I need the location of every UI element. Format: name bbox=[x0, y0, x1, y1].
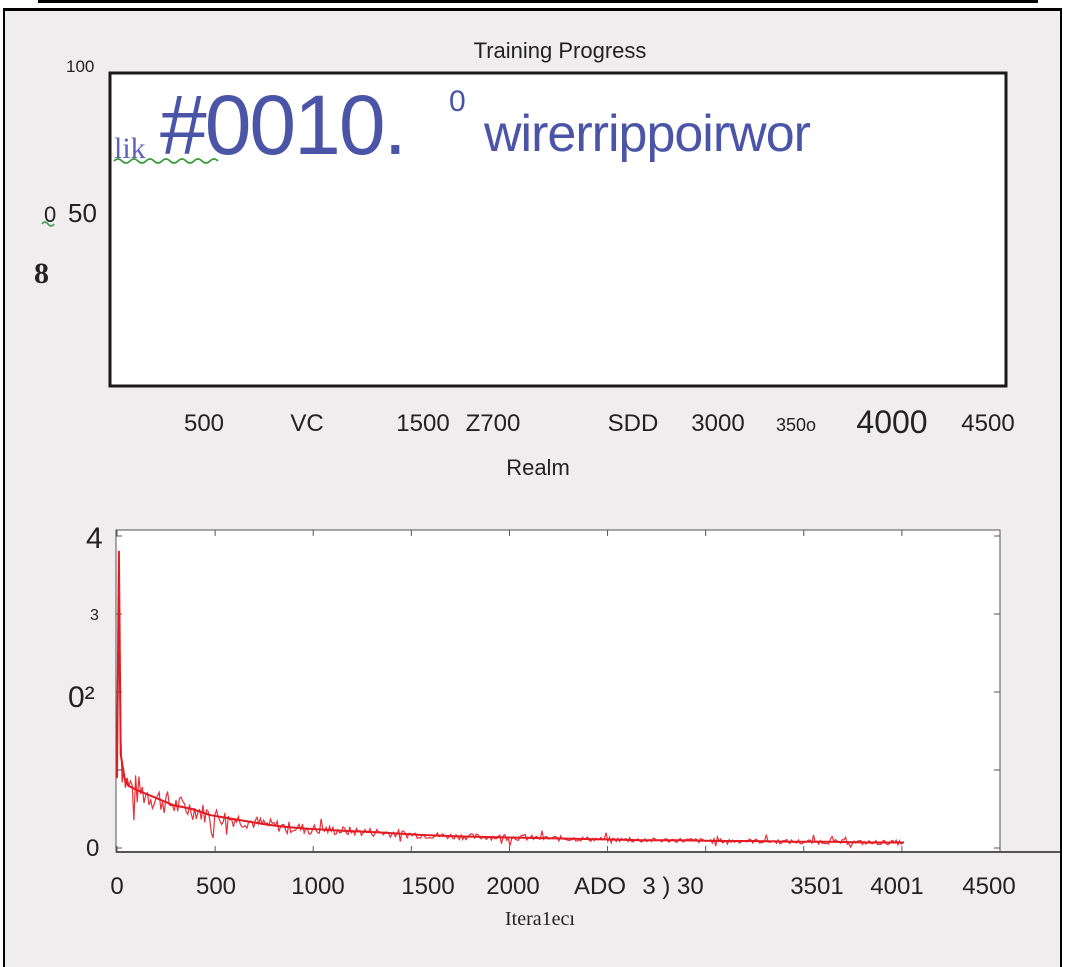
overlay-big-text: #0010. bbox=[160, 78, 405, 172]
top-x-tick: SDD bbox=[608, 410, 659, 437]
top-x-tick: 350o bbox=[776, 415, 816, 435]
top-x-tick: 500 bbox=[184, 410, 224, 437]
spellcheck-squiggle-left bbox=[41, 221, 55, 227]
overlay-word: wirerrippoirwor bbox=[483, 105, 811, 163]
bottom-x-tick: 4500 bbox=[962, 873, 1015, 900]
top-y-side-glyph-0: 0 bbox=[44, 202, 56, 227]
top-y-tick-100: 100 bbox=[66, 57, 94, 76]
overlay-small-text: lik bbox=[114, 132, 146, 165]
bottom-x-tick: 500 bbox=[196, 873, 236, 900]
top-x-tick: VC bbox=[290, 410, 323, 437]
bottom-y-tick: 0 bbox=[86, 835, 99, 862]
top-x-axis-label: Realm bbox=[506, 455, 570, 480]
top-plot-area bbox=[108, 71, 1008, 388]
bottom-y-tick: 0² bbox=[68, 681, 95, 714]
bottom-x-tick: ADO bbox=[574, 873, 626, 900]
bottom-y-tick: 4 bbox=[86, 522, 103, 555]
spellcheck-squiggle bbox=[113, 158, 219, 164]
bottom-x-tick: 0 bbox=[110, 873, 123, 900]
top-chart-title: Training Progress bbox=[474, 38, 647, 63]
overlay-superscript: 0 bbox=[449, 85, 466, 118]
bottom-x-axis-label: Itera1ecı bbox=[505, 908, 575, 930]
top-x-tick: 1500 bbox=[396, 410, 449, 437]
bottom-x-tick: 3 ) 30 bbox=[642, 873, 703, 900]
top-x-tick: Z700 bbox=[466, 410, 521, 437]
bottom-plot-area bbox=[115, 529, 1001, 853]
top-x-tick: 4500 bbox=[961, 410, 1014, 437]
top-x-tick: 3000 bbox=[691, 410, 744, 437]
bottom-x-tick: 1000 bbox=[291, 873, 344, 900]
loss-series-noise bbox=[116, 632, 904, 849]
top-x-tick: 4000 bbox=[856, 404, 927, 440]
bottom-y-tick: 3 bbox=[90, 607, 99, 624]
bottom-x-tick: 2000 bbox=[486, 873, 539, 900]
top-border bbox=[38, 0, 1038, 3]
bottom-x-tick: 4001 bbox=[870, 873, 923, 900]
bottom-x-tick: 3501 bbox=[790, 873, 843, 900]
bottom-x-tick: 1500 bbox=[401, 873, 454, 900]
top-y-tick-50: 50 bbox=[68, 198, 97, 228]
top-y-side-glyph-8: 8 bbox=[34, 257, 49, 290]
